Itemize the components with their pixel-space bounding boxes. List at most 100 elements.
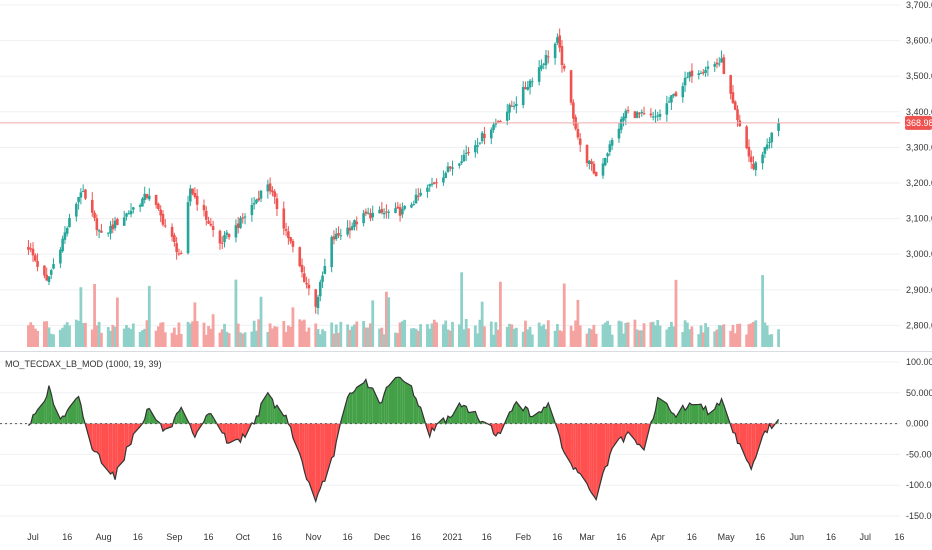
price-axis[interactable]: 3,700.000 3,600.000 3,500.000 3,400.000 3,30…	[906, 0, 932, 330]
oscillator-fill	[347, 392, 350, 424]
volume-bar	[170, 332, 174, 347]
volume-bar	[478, 319, 482, 347]
volume-bar	[544, 329, 548, 347]
volume-bar	[223, 323, 226, 347]
volume-bar	[768, 334, 771, 347]
candle-body	[220, 242, 224, 244]
candle-body	[59, 249, 62, 264]
time-tick-label: 16	[616, 532, 626, 542]
candle-body	[31, 248, 35, 256]
candle-body	[362, 213, 365, 224]
candle-body	[189, 188, 192, 202]
candle-body	[116, 218, 119, 225]
candle-body	[474, 145, 477, 153]
oscillator-tick-label: -50.000	[906, 449, 932, 459]
volume-bar	[33, 328, 37, 347]
oscillator-fill	[543, 407, 546, 424]
candle-body	[521, 86, 525, 106]
candle-body	[353, 220, 356, 227]
candle-body	[81, 191, 85, 193]
volume-bar	[52, 334, 55, 347]
candle-body	[241, 217, 245, 219]
volume-bar	[553, 330, 557, 347]
volume-bar	[355, 321, 359, 347]
volume-bar	[380, 327, 384, 347]
price-candles	[27, 28, 780, 315]
candle-body	[594, 171, 598, 177]
oscillator-fill	[459, 403, 462, 424]
oscillator-tick-label: -100.000	[906, 480, 932, 490]
candle-body	[275, 198, 279, 210]
oscillator-fill	[101, 423, 109, 472]
volume-bar	[371, 300, 375, 347]
volume-bar	[100, 332, 103, 347]
price-tick-label: 2,800.000	[906, 320, 932, 330]
volume-bar	[362, 321, 365, 347]
volume-bar	[61, 327, 65, 347]
volume-bar	[736, 324, 739, 347]
time-tick-label: Jun	[790, 532, 805, 542]
candle-body	[638, 113, 641, 115]
volume-bar	[154, 330, 158, 347]
candle-body	[65, 227, 69, 234]
volume-bar	[131, 323, 135, 347]
volume-bar	[300, 320, 304, 347]
volume-bar	[556, 324, 559, 347]
candle-body	[43, 265, 46, 276]
volume-bar	[571, 330, 575, 347]
volume-bar	[348, 329, 352, 347]
oscillator-tick-label: 100.000	[906, 357, 932, 367]
volume-bar	[339, 321, 343, 347]
candle-body	[601, 163, 605, 176]
time-axis[interactable]: Jul 16 Aug 16 Sep 16 Oct 16 Nov 16 Dec 16 2021 16 Feb 1…	[27, 532, 904, 542]
oscillator-fill	[660, 398, 667, 424]
volume-bar	[321, 329, 324, 347]
time-tick-label: Jul	[859, 532, 871, 542]
volume-bar	[138, 332, 142, 347]
oscillator-fill	[751, 423, 754, 470]
candle-body	[432, 182, 436, 184]
oscillator-fill	[37, 401, 45, 424]
candle-body	[257, 198, 261, 201]
oscillator-fill	[671, 412, 674, 424]
volume-bar	[521, 331, 525, 347]
oscillator-axis[interactable]: 100.000 50.000 0.000 -50.000 -100.000 -150.00…	[906, 357, 932, 521]
time-tick-label: 16	[204, 532, 214, 542]
candle-body	[702, 72, 705, 74]
volume-bar	[298, 319, 302, 347]
volume-bar	[683, 320, 687, 347]
candle-body	[640, 111, 644, 113]
oscillator-fill	[402, 380, 405, 424]
volume-bar	[654, 325, 657, 347]
candle-body	[84, 189, 87, 199]
candle-body	[729, 75, 732, 94]
time-tick-label: 16	[687, 532, 697, 542]
volume-bar	[505, 326, 509, 347]
oscillator-fill	[318, 423, 321, 494]
candle-body	[606, 153, 609, 157]
candle-body	[512, 105, 516, 107]
volume-bar	[473, 325, 477, 347]
volume-bar	[608, 324, 612, 347]
candle-body	[717, 63, 721, 65]
candle-body	[145, 193, 149, 198]
volume-bar	[685, 322, 689, 347]
candle-body	[321, 275, 324, 282]
oscillator-fill	[577, 423, 581, 474]
candle-body	[49, 270, 53, 275]
candle-body	[93, 212, 96, 218]
price-tick-label: 2,900.000	[906, 285, 932, 295]
candle-body	[733, 101, 737, 110]
candle-body	[419, 192, 422, 196]
oscillator-fill	[463, 405, 467, 424]
volume-bar	[43, 321, 46, 347]
candle-body	[291, 240, 295, 247]
volume-bar	[36, 330, 39, 347]
candle-body	[761, 154, 764, 164]
volume-bar	[738, 323, 742, 347]
volume-bar	[109, 330, 112, 347]
volume-bar	[619, 321, 623, 347]
oscillator-fill	[62, 416, 65, 424]
oscillator-fill	[176, 411, 179, 424]
